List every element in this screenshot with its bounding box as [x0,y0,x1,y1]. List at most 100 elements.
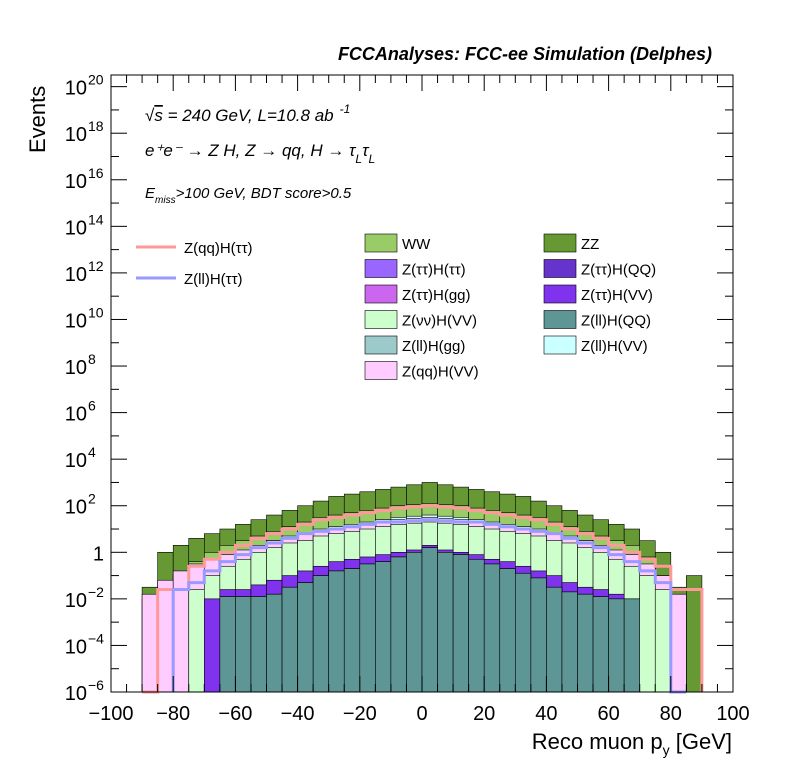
legend-label-zz: ZZ [581,236,599,253]
annotation-sqrt: √ [145,106,155,125]
y-tick-base: 10 [65,450,87,472]
annotation-selection-E: E [145,185,156,202]
bar-z-h-vv [654,589,672,693]
x-axis-label-sub: y [663,742,670,758]
chart-title: FCCAnalyses: FCC-ee Simulation (Delphes) [338,44,712,64]
legend-swatch-z-ll-h-vv [543,335,577,355]
legend-label-z-qq-h-vv: Z(qq)H(VV) [402,364,479,381]
legend-swatch-z-qq-h-vv [364,361,398,380]
bar-z-ll-h-qq [343,568,361,693]
y-tick-base: 10 [65,590,87,612]
bar-zz [686,575,703,693]
y-tick-label: 10 [65,683,87,705]
bar-z-ll-h-qq [375,561,392,693]
y-tick-label: 10 [65,310,87,332]
x-tick-label: −100 [88,703,133,725]
overlay-histograms [142,504,704,694]
legend-label-z-ll-h-gg: Z(ll)H(gg) [402,338,465,355]
y-tick-exponent: 14 [88,211,104,227]
bar-z-ll-h-qq [266,593,283,693]
annotation-selection-sub: miss [155,195,176,206]
y-tick-label: 10 [65,217,87,239]
y-tick-base: 10 [65,78,87,100]
bar-z-ll-h-qq [468,558,485,693]
x-tick-label: −20 [343,703,377,725]
bar-z-qq-h-vv [157,579,174,693]
bar-z-ll-h-qq [592,596,609,693]
annotation-energy: √s = 240 GeV, L=10.8 ab -1 [145,102,350,125]
y-tick-base: 10 [65,124,87,146]
y-tick-exponent: 16 [88,165,104,181]
x-tick-label: 0 [416,703,427,725]
bar-z-ll-h-qq [530,577,547,693]
bar-z-ll-h-qq [328,570,345,693]
x-tick-label: −60 [218,703,252,725]
bar-z-ll-h-qq [219,596,236,693]
y-tick-exponent: 6 [88,398,96,414]
y-tick-exponent: 20 [88,72,104,88]
y-tick-label: 10 [65,264,87,286]
y-tick-base: 10 [65,217,87,239]
legend-label-z-ll-h-vv: Z(ll)H(VV) [581,338,648,355]
bar-z-ll-h-qq [499,568,516,693]
legend-label-z-h-qq: Z(ττ)H(QQ) [581,262,656,279]
bar-z-ll-h-qq [546,586,563,693]
bar-z-ll-h-qq [421,547,438,693]
x-tick-label: −40 [281,703,315,725]
x-tick-label: 60 [597,703,619,725]
y-tick-base: 1 [93,543,104,565]
legend: Z(qq)H(ττ) Z(ll)H(ττ) WW ZZ Z(ττ)H(ττ) Z(ττ)H… [136,233,656,381]
y-tick-label: 1 [93,543,104,565]
y-tick-base: 10 [65,497,87,519]
legend-label-z-h: Z(ττ)H(ττ) [402,262,466,279]
y-tick-base: 10 [65,636,87,658]
bar-z-ll-h-qq [608,598,625,693]
y-tick-exponent: −6 [88,677,104,693]
y-tick-label: 10 [65,357,87,379]
bar-z-ll-h-qq [390,556,407,693]
annotation-selection-text: >100 GeV, BDT score>0.5 [176,185,352,202]
legend-label-z-qq-h: Z(qq)H(ττ) [184,240,253,257]
legend-swatch-ww [364,233,398,253]
y-tick-exponent: 18 [88,118,104,134]
legend-swatch-z-h-qq [543,259,577,278]
y-tick-label: 10 [65,78,87,100]
legend-label-z-ll-h-qq: Z(ll)H(QQ) [581,313,651,330]
axis-ticks: −100 −80 −60 −40 −20 0 20 40 60 80 10010−610−410−2… [65,72,750,725]
bar-z-h-vv [639,575,656,693]
y-tick-label: 10 [65,497,87,519]
y-tick-base: 10 [65,404,87,426]
annotation-process-sub1: L [355,152,362,166]
bar-z-qq-h-vv [670,593,687,693]
y-tick-label: 10 [65,171,87,193]
series-z-ll-h-qq [219,547,641,693]
y-tick-exponent: −2 [88,584,104,600]
y-tick-exponent: 4 [88,444,96,460]
legend-swatch-z-h-vv [364,310,398,329]
x-tick-label: 40 [535,703,557,725]
bar-z-ll-h-qq [235,596,252,693]
y-tick-base: 10 [65,171,87,193]
x-tick-label: 20 [473,703,495,725]
bar-z-qq-h-vv [141,593,158,693]
x-axis-label-unit: [GeV] [670,729,732,754]
legend-swatch-zz [543,233,577,253]
annotation-s: s [154,106,163,125]
annotation-energy-sup: -1 [340,102,351,116]
bar-z-ll-h-qq [297,582,314,693]
bar-z-h-vv [204,598,221,693]
y-tick-exponent: 12 [88,258,104,274]
x-axis-label-main: Reco muon p [532,729,663,754]
annotation-process-sub2: L [368,152,375,166]
y-tick-base: 10 [65,683,87,705]
legend-label-ww: WW [402,236,431,253]
line-z-ll-h [171,518,687,694]
y-tick-exponent: 2 [88,491,96,507]
line-z-qq-h [142,504,704,694]
x-tick-label: 100 [716,703,749,725]
y-tick-exponent: −4 [88,630,104,646]
bar-z-ll-h-qq [514,572,532,693]
bar-z-ll-h-qq [623,598,641,693]
y-axis-label: Events [25,86,50,153]
legend-label-z-ll-h: Z(ll)H(ττ) [184,271,243,288]
